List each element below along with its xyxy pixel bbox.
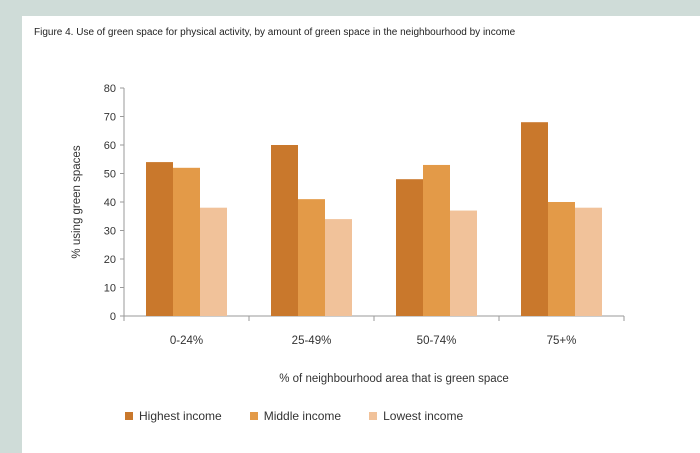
legend-item: Highest income [125, 409, 222, 423]
bar-chart: 80 70 60 50 40 30 20 10 0 % using green spaces 0-2… [71, 83, 625, 385]
bar-lowest-income-2 [450, 210, 477, 316]
bar-lowest-income-1 [325, 219, 352, 316]
bar-middle-income-3 [548, 202, 575, 316]
y-tick-label: 40 [104, 197, 116, 209]
legend-label: Lowest income [383, 409, 464, 423]
bar-highest-income-0 [146, 162, 173, 316]
x-category-label: 25-49% [292, 335, 332, 347]
legend-swatch [125, 412, 133, 420]
legend-label: Highest income [139, 409, 222, 423]
legend-swatch [369, 412, 378, 420]
bar-highest-income-3 [521, 122, 548, 316]
x-category-label: 50-74% [417, 335, 457, 347]
y-tick-label: 60 [104, 140, 116, 152]
y-tick-label: 80 [104, 83, 116, 95]
bar-lowest-income-3 [575, 207, 602, 316]
legend-item: Lowest income [369, 409, 463, 423]
x-axis-title: % of neighbourhood area that is green sp… [279, 373, 509, 385]
bar-highest-income-1 [271, 145, 298, 316]
legend-item: Middle income [249, 409, 342, 423]
y-axis-title: % using green spaces [71, 145, 83, 258]
x-category-label: 0-24% [170, 335, 203, 347]
legend-label: Middle income [263, 409, 342, 423]
bar-middle-income-1 [298, 199, 325, 316]
y-tick-label: 0 [110, 311, 116, 323]
chart-title: Figure 4. Use of green space for physica… [34, 27, 516, 38]
x-category-label: 75+% [547, 335, 577, 347]
chart-panel: Figure 4. Use of green space for physica… [22, 16, 700, 453]
bar-middle-income-0 [173, 167, 200, 316]
y-tick-label: 30 [104, 226, 116, 238]
bar-middle-income-2 [423, 164, 450, 316]
chart-legend: Highest income Middle income Lowest income [125, 407, 605, 425]
bar-highest-income-2 [396, 179, 423, 316]
y-tick-label: 10 [104, 283, 116, 295]
y-tick-label: 50 [104, 169, 116, 181]
bar-lowest-income-0 [200, 207, 227, 316]
y-tick-label: 70 [104, 112, 116, 124]
y-tick-label: 20 [104, 254, 116, 266]
legend-swatch [249, 412, 258, 420]
